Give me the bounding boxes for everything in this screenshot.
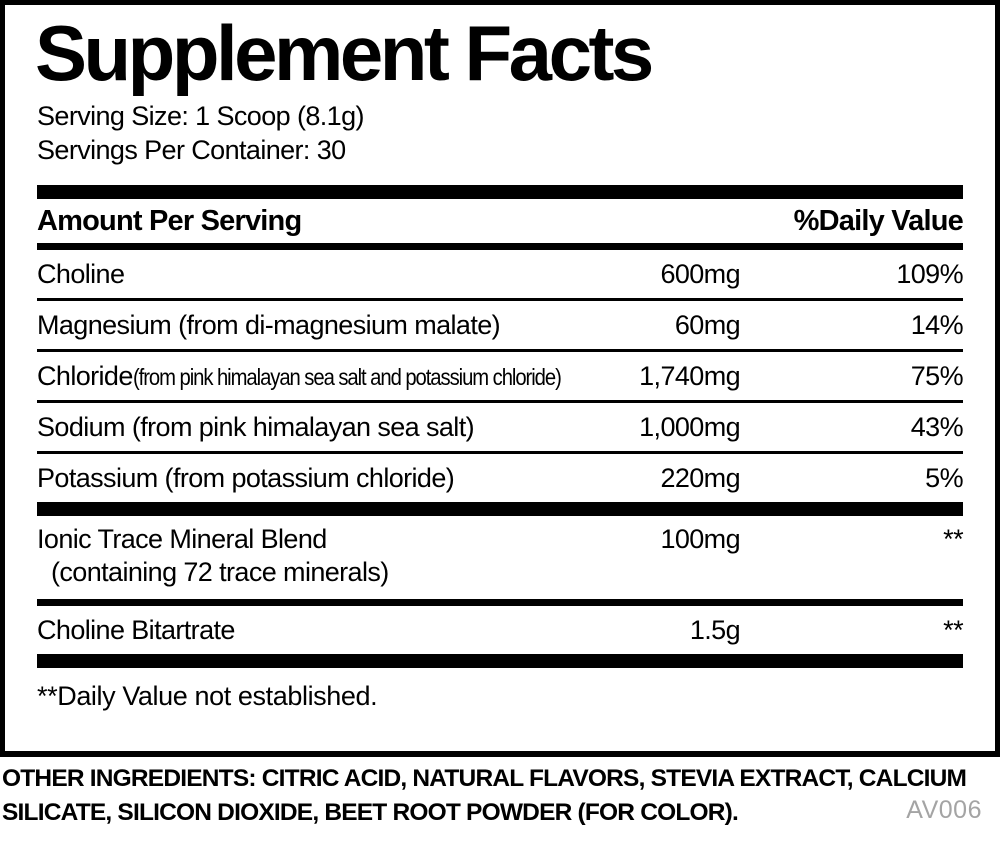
medium-rule [37,243,963,251]
table-row: Magnesium (from di-magnesium malate) 60m… [37,301,964,349]
nutrient-name: Sodium (from pink himalayan sea salt) [37,411,475,442]
nutrient-daily-value: 109% [896,258,963,289]
panel-title: Supplement Facts [35,9,654,97]
table-row-blend: Ionic Trace Mineral Blend (containing 72… [37,516,964,599]
blend-subtext: (containing 72 trace minerals) [51,557,389,588]
nutrient-name: Chloride (from pink himalayan sea salt a… [37,360,562,391]
nutrient-daily-value: 75% [910,360,964,391]
nutrient-amount: 1,000mg [639,411,740,442]
nutrient-amount: 220mg [660,462,740,493]
nutrient-amount: 100mg [660,524,740,555]
serving-size: Serving Size: 1 Scoop (8.1g) [37,101,364,132]
row-divider [37,349,963,353]
table-row: Sodium (from pink himalayan sea salt) 1,… [37,403,964,451]
table-row: Potassium (from potassium chloride) 220m… [37,454,964,502]
blend-name-block: Ionic Trace Mineral Blend (containing 72… [37,523,389,589]
nutrient-name: Choline Bitartrate [37,614,235,645]
row-divider [37,400,963,404]
row-divider [37,298,963,302]
nutrient-daily-value: 5% [925,462,963,493]
row-divider [37,451,963,455]
medium-rule [37,599,963,607]
product-code: AV006 [906,796,982,824]
table-header-row: Amount Per Serving %Daily Value [37,199,964,243]
thick-rule [37,502,963,517]
nutrient-name: Choline [37,258,125,289]
nutrient-amount: 60mg [674,309,741,340]
nutrient-amount: 1,740mg [639,360,740,391]
nutrient-daily-value: ** [943,524,963,555]
table-row: Chloride (from pink himalayan sea salt a… [37,352,964,400]
nutrient-daily-value: ** [943,614,963,645]
nutrient-name: Magnesium (from di-magnesium malate) [37,309,501,340]
other-ingredients-text: OTHER INGREDIENTS: CITRIC ACID, NATURAL … [2,765,967,826]
nutrient-daily-value: 14% [910,309,964,340]
supplement-facts-panel: Supplement Facts Serving Size: 1 Scoop (… [0,0,1000,757]
thick-rule [37,185,963,200]
table-row: Choline Bitartrate 1.5g ** [37,606,964,654]
nutrient-name: Potassium (from potassium chloride) [37,462,455,493]
daily-value-footnote: **Daily Value not established. [37,681,378,712]
nutrient-amount: 1.5g [689,614,741,645]
nutrient-amount: 600mg [660,258,740,289]
nutrient-daily-value: 43% [910,411,964,442]
blend-name: Ionic Trace Mineral Blend [37,524,327,555]
table-row: Choline 600mg 109% [37,250,964,298]
servings-per-container: Servings Per Container: 30 [37,135,346,166]
serving-info: Serving Size: 1 Scoop (8.1g) Servings Pe… [37,99,963,167]
amount-per-serving-header: Amount Per Serving [37,204,302,237]
daily-value-header: %Daily Value [793,204,964,237]
thick-rule [37,654,963,669]
